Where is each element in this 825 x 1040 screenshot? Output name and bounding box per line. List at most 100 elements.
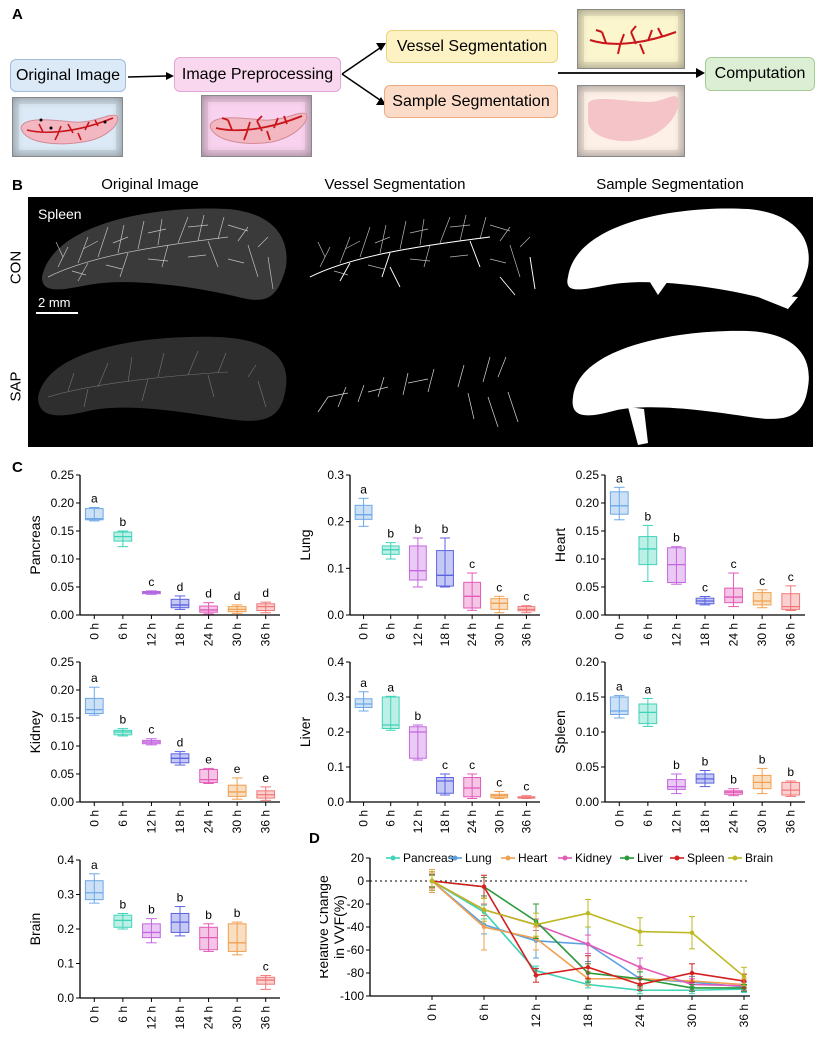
y-tick-label: 0: [357, 874, 364, 888]
x-tick-label: 12 h: [669, 623, 683, 646]
significance-letter: b: [645, 509, 652, 523]
y-tick-label: 0.15: [576, 524, 600, 538]
significance-letter: b: [702, 755, 709, 769]
data-point: [481, 924, 487, 930]
box: [256, 976, 276, 985]
significance-letter: b: [415, 709, 422, 723]
y-tick-label: 0.15: [51, 524, 75, 538]
significance-letter: b: [442, 522, 449, 536]
significance-letter: b: [387, 527, 394, 541]
significance-letter: e: [205, 752, 212, 766]
box-plot-pancreas: 0.00 0.05 0.10 0.15 0.20 0.25 Pancreas a 0 h b 6 h…: [27, 468, 280, 646]
legend-label-spleen: Spleen: [687, 851, 724, 865]
flow-vessel-label: Vessel Segmentation: [396, 37, 548, 55]
data-point: [585, 942, 591, 947]
y-tick-label: 0.10: [576, 552, 600, 566]
box-plot-spleen: 0.00 0.05 0.10 0.15 0.20 Spleen a 0 h a 6 h b 12 h b…: [552, 655, 805, 833]
con-sample: [567, 208, 809, 309]
panel-label-d: D: [309, 830, 320, 847]
x-tick-label: 30 h: [685, 1004, 699, 1027]
y-tick-label: 0.00: [51, 608, 75, 622]
box: [463, 581, 482, 609]
box: [227, 923, 247, 952]
x-tick-label: 30 h: [492, 810, 506, 833]
y-tick-label: 0.10: [51, 552, 75, 566]
legend-marker: [390, 855, 396, 861]
y-tick-label: -60: [347, 943, 365, 957]
data-point: [689, 985, 695, 991]
y-tick-label: -40: [347, 920, 365, 934]
legend-marker: [452, 855, 458, 861]
y-axis-label: Kidney: [27, 711, 43, 754]
significance-letter: a: [91, 491, 98, 505]
y-tick-label: 0.3: [327, 690, 344, 704]
x-tick-label: 36 h: [519, 623, 533, 646]
significance-letter: b: [415, 522, 422, 536]
box: [436, 550, 454, 587]
y-tick-label: 0.00: [51, 795, 75, 809]
x-tick-label: 0 h: [425, 1004, 439, 1021]
significance-letter: b: [177, 891, 184, 905]
significance-letter: c: [759, 574, 765, 588]
x-tick-label: 0 h: [357, 810, 371, 827]
y-axis-label-line2: in VVF(%): [331, 895, 347, 959]
x-tick-label: 36 h: [784, 623, 798, 646]
x-tick-label: 30 h: [230, 1006, 244, 1029]
y-tick-label: 0.25: [51, 468, 75, 482]
x-tick-label: 30 h: [230, 623, 244, 646]
significance-letter: a: [616, 471, 623, 485]
y-tick-label: 0.4: [57, 853, 74, 867]
x-tick-label: 18 h: [173, 810, 187, 833]
y-axis-label-line1: Relative Change: [320, 875, 331, 979]
x-tick-label: 12 h: [529, 1004, 543, 1027]
significance-letter: d: [262, 586, 269, 600]
significance-letter: b: [730, 773, 737, 787]
significance-letter: a: [387, 680, 394, 694]
box: [381, 696, 400, 729]
x-tick-label: 24 h: [727, 623, 741, 646]
box: [170, 598, 190, 609]
x-tick-label: 24 h: [727, 810, 741, 833]
box: [638, 536, 658, 566]
significance-letter: a: [360, 676, 367, 690]
y-axis-label: Pancreas: [27, 515, 43, 574]
y-tick-label: 0.10: [576, 725, 600, 739]
y-axis-label: Lung: [297, 529, 313, 560]
flow-sample-box: Sample Segmentation: [384, 85, 558, 118]
x-tick-label: 6 h: [641, 623, 655, 640]
flow-preprocess-label: Image Preprocessing: [181, 65, 334, 83]
flow-original-label: Original Image: [15, 66, 121, 84]
box: [199, 926, 218, 951]
x-tick-label: 36 h: [519, 810, 533, 833]
data-point: [533, 922, 539, 927]
col-header-sample: Sample Segmentation: [596, 176, 744, 193]
row-label-con: CON: [7, 250, 25, 285]
flow-sample-label: Sample Segmentation: [392, 92, 550, 110]
y-tick-label: 0.15: [51, 711, 75, 725]
y-tick-label: 0.3: [57, 888, 74, 902]
y-tick-label: -20: [347, 897, 365, 911]
significance-letter: c: [469, 557, 475, 571]
x-tick-label: 36 h: [737, 1004, 751, 1027]
box: [84, 697, 104, 715]
significance-letter: a: [616, 680, 623, 694]
box-plot-lung: 0.0 0.1 0.2 0.3 Lung a 0 h b 6 h b 12 h b 18 h c 24 h c…: [297, 468, 540, 646]
x-tick-label: 12 h: [411, 810, 425, 833]
significance-letter: c: [263, 960, 269, 974]
y-tick-label: 0.05: [576, 760, 600, 774]
significance-letter: c: [496, 580, 502, 594]
x-tick-label: 6 h: [116, 1006, 130, 1023]
line-chart-vvf: 20 0 -20 -40 -60 -80 -100 Relative Change in VVF…: [320, 851, 773, 1027]
significance-letter: a: [91, 671, 98, 685]
y-tick-label: 20: [351, 851, 365, 865]
significance-letter: a: [360, 482, 367, 496]
micrograph-panel: Spleen 2 mm: [28, 197, 813, 447]
significance-letter: a: [91, 858, 98, 872]
flow-vessel-box: Vessel Segmentation: [386, 30, 558, 63]
x-tick-label: 24 h: [202, 1006, 216, 1029]
y-axis-label: Brain: [27, 913, 43, 946]
box: [84, 880, 104, 901]
y-tick-label: 0.1: [57, 957, 74, 971]
y-tick-label: 0.4: [327, 655, 344, 669]
significance-letter: d: [234, 589, 241, 603]
